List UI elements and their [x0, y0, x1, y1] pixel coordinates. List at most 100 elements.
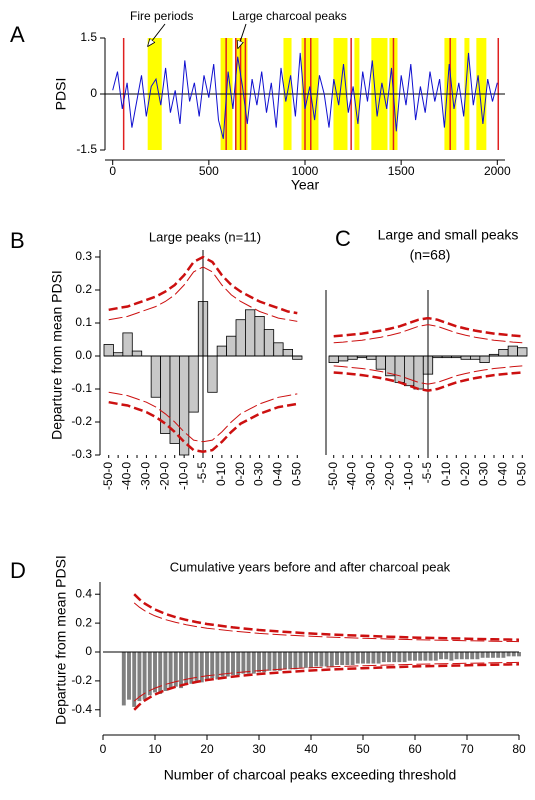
- annotation: Large charcoal peaks: [232, 9, 347, 23]
- bar: [163, 652, 168, 691]
- bar: [517, 347, 528, 357]
- bar: [491, 652, 495, 658]
- x-tick-label: 0: [109, 164, 116, 178]
- annotation: Fire periods: [130, 9, 193, 23]
- bar: [454, 652, 459, 660]
- bar: [366, 652, 371, 664]
- bar: [479, 355, 490, 363]
- bar: [137, 652, 142, 702]
- confidence-line: [333, 324, 523, 344]
- chart-subtitle: (n=68): [410, 247, 451, 263]
- panel-label: B: [10, 228, 25, 253]
- bar: [303, 652, 308, 668]
- x-tick-label: 2000: [484, 164, 511, 178]
- bar: [397, 652, 402, 663]
- bar: [210, 652, 215, 678]
- bar: [375, 355, 386, 370]
- bar: [459, 652, 464, 660]
- bar: [199, 652, 204, 683]
- confidence-line: [108, 391, 298, 443]
- bar: [205, 652, 209, 680]
- x-tick-label: 0-40: [271, 462, 285, 486]
- x-tick-label: 40: [304, 742, 318, 756]
- y-tick-label: 1.5: [80, 30, 97, 44]
- bar: [235, 319, 246, 357]
- bar: [179, 652, 183, 689]
- bar: [376, 652, 381, 664]
- bar: [132, 652, 137, 707]
- bar: [103, 344, 114, 357]
- bar: [404, 355, 415, 387]
- confidence-line: [133, 663, 520, 711]
- x-axis-label: Year: [291, 177, 320, 193]
- bar: [392, 652, 397, 663]
- y-tick-label: 0: [90, 86, 97, 100]
- y-tick-label: -0.2: [71, 414, 92, 428]
- x-tick-label: -30-0: [364, 462, 378, 490]
- bar: [293, 652, 298, 670]
- bar: [498, 348, 509, 357]
- x-tick-label: 1500: [388, 164, 415, 178]
- bar: [127, 652, 131, 700]
- bar: [267, 652, 272, 671]
- bar: [246, 652, 251, 674]
- bar: [251, 652, 256, 674]
- chart-title: Large peaks (n=11): [149, 229, 261, 244]
- bar: [485, 652, 490, 658]
- x-tick-label: -50-0: [326, 462, 340, 490]
- y-tick-label: 0.2: [75, 615, 92, 629]
- bar: [402, 652, 407, 663]
- bar: [324, 652, 329, 667]
- bar: [188, 355, 199, 413]
- bar: [501, 652, 506, 658]
- x-tick-label: 0-50: [514, 462, 528, 486]
- confidence-line: [333, 371, 523, 392]
- x-tick-label: -5-5: [420, 462, 434, 484]
- x-tick-label: 10: [148, 742, 162, 756]
- bar: [428, 652, 433, 661]
- bar: [231, 652, 235, 676]
- y-tick-label: 0.3: [75, 249, 92, 263]
- y-tick-label: -0.4: [71, 702, 92, 716]
- x-tick-label: -5-5: [195, 462, 209, 484]
- x-tick-label: -40-0: [345, 462, 359, 490]
- bar: [147, 652, 152, 696]
- bar: [444, 652, 449, 660]
- bar: [475, 652, 480, 660]
- x-axis-label: Number of charcoal peaks exceeding thres…: [164, 767, 457, 783]
- bar: [328, 355, 339, 363]
- bar: [329, 652, 334, 667]
- bar: [394, 355, 405, 383]
- bar: [423, 652, 428, 661]
- confidence-line: [133, 593, 520, 641]
- bar: [263, 329, 275, 357]
- bar: [215, 652, 220, 680]
- bar: [439, 652, 443, 660]
- y-tick-label: 0.2: [75, 282, 92, 296]
- bar: [511, 652, 516, 657]
- x-tick-label: 0-30: [252, 462, 266, 486]
- y-axis-label: PDSI: [53, 78, 69, 111]
- bar: [413, 652, 417, 661]
- bar: [345, 652, 350, 665]
- bar: [470, 652, 475, 660]
- bar: [283, 652, 287, 670]
- annotation-arrow: [238, 23, 247, 48]
- bar: [173, 652, 178, 687]
- bar: [433, 652, 438, 661]
- bar: [207, 355, 218, 393]
- x-tick-label: -20-0: [157, 462, 171, 490]
- bar: [361, 652, 365, 664]
- bar: [273, 342, 284, 357]
- bar: [387, 652, 391, 663]
- bar: [158, 652, 163, 694]
- bar: [496, 652, 501, 658]
- pdsi-line: [112, 52, 498, 139]
- x-tick-label: 60: [408, 742, 422, 756]
- y-tick-label: -0.3: [71, 447, 92, 461]
- chart-title: Large and small peaks: [378, 227, 519, 243]
- x-tick-label: 0-30: [477, 462, 491, 486]
- y-tick-label: 0.1: [75, 315, 92, 329]
- x-tick-label: 0-10: [214, 462, 228, 486]
